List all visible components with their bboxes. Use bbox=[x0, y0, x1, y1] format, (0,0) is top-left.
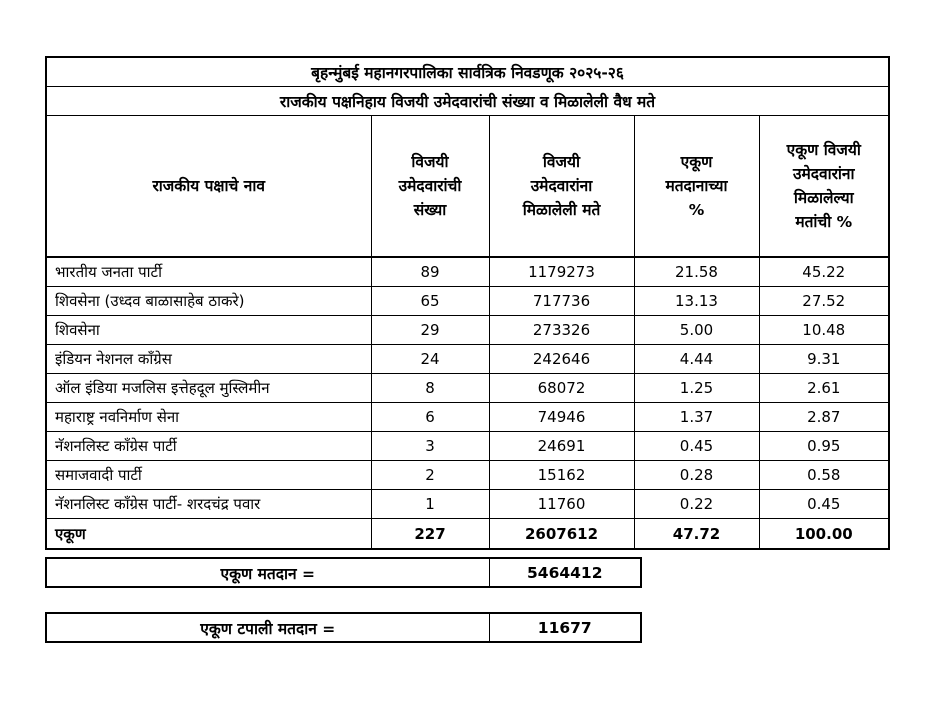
pct-total-cell: 13.13 bbox=[633, 286, 760, 316]
pct-win-cell: 2.87 bbox=[758, 402, 890, 432]
party-cell: भारतीय जनता पार्टी bbox=[45, 256, 372, 287]
votes-cell: 1179273 bbox=[488, 256, 635, 287]
votes-cell: 242646 bbox=[488, 344, 635, 374]
votes-cell: 717736 bbox=[488, 286, 635, 316]
table-row: ऑल इंडिया मजलिस इत्तेहदूल मुस्लिमीन 8 68… bbox=[45, 373, 890, 403]
pct-total-cell: 1.25 bbox=[633, 373, 760, 403]
seats-cell: 89 bbox=[370, 256, 490, 287]
total-votes-value: 5464412 bbox=[488, 557, 642, 588]
total-votes-cell: 2607612 bbox=[488, 518, 635, 550]
column-header-pct-win: एकूण विजयी उमेदवारांना मिळालेल्या मतांची… bbox=[758, 115, 890, 258]
table-row: समाजवादी पार्टी 2 15162 0.28 0.58 bbox=[45, 460, 890, 490]
total-pct-win-cell: 100.00 bbox=[758, 518, 890, 550]
votes-cell: 68072 bbox=[488, 373, 635, 403]
pct-total-cell: 4.44 bbox=[633, 344, 760, 374]
pct-total-cell: 0.22 bbox=[633, 489, 760, 519]
pct-total-cell: 0.45 bbox=[633, 431, 760, 461]
election-results-table: बृहन्मुंबई महानगरपालिका सार्वत्रिक निवडण… bbox=[45, 56, 891, 550]
table-row: भारतीय जनता पार्टी 89 1179273 21.58 45.2… bbox=[45, 256, 890, 287]
postal-votes-summary-box: एकूण टपाली मतदान = 11677 bbox=[45, 612, 642, 643]
pct-win-cell: 0.45 bbox=[758, 489, 890, 519]
pct-total-cell: 21.58 bbox=[633, 256, 760, 287]
total-votes-label: एकूण मतदान = bbox=[45, 557, 490, 588]
party-cell: नॅशनलिस्ट काँग्रेस पार्टी bbox=[45, 431, 372, 461]
table-row: शिवसेना (उध्दव बाळासाहेब ठाकरे) 65 71773… bbox=[45, 286, 890, 316]
seats-cell: 3 bbox=[370, 431, 490, 461]
pct-win-cell: 9.31 bbox=[758, 344, 890, 374]
table-title-row: बृहन्मुंबई महानगरपालिका सार्वत्रिक निवडण… bbox=[45, 56, 890, 87]
column-header-pct-total: एकूण मतदानाच्या % bbox=[633, 115, 760, 258]
votes-cell: 74946 bbox=[488, 402, 635, 432]
seats-cell: 29 bbox=[370, 315, 490, 345]
votes-cell: 24691 bbox=[488, 431, 635, 461]
postal-votes-label: एकूण टपाली मतदान = bbox=[45, 612, 490, 643]
pct-win-cell: 45.22 bbox=[758, 256, 890, 287]
votes-cell: 273326 bbox=[488, 315, 635, 345]
seats-cell: 24 bbox=[370, 344, 490, 374]
table-total-row: एकूण 227 2607612 47.72 100.00 bbox=[45, 518, 890, 550]
votes-cell: 15162 bbox=[488, 460, 635, 490]
party-cell: ऑल इंडिया मजलिस इत्तेहदूल मुस्लिमीन bbox=[45, 373, 372, 403]
pct-total-cell: 5.00 bbox=[633, 315, 760, 345]
pct-win-cell: 0.95 bbox=[758, 431, 890, 461]
total-seats-cell: 227 bbox=[370, 518, 490, 550]
party-cell: नॅशनलिस्ट काँग्रेस पार्टी- शरदचंद्र पवार bbox=[45, 489, 372, 519]
postal-votes-value: 11677 bbox=[488, 612, 642, 643]
table-subtitle: राजकीय पक्षनिहाय विजयी उमेदवारांची संख्य… bbox=[45, 86, 890, 116]
seats-cell: 6 bbox=[370, 402, 490, 432]
table-title: बृहन्मुंबई महानगरपालिका सार्वत्रिक निवडण… bbox=[45, 56, 890, 87]
column-header-seats: विजयी उमेदवारांची संख्या bbox=[370, 115, 490, 258]
table-subtitle-row: राजकीय पक्षनिहाय विजयी उमेदवारांची संख्य… bbox=[45, 86, 890, 116]
party-cell: शिवसेना (उध्दव बाळासाहेब ठाकरे) bbox=[45, 286, 372, 316]
seats-cell: 8 bbox=[370, 373, 490, 403]
party-cell: महाराष्ट्र नवनिर्माण सेना bbox=[45, 402, 372, 432]
seats-cell: 1 bbox=[370, 489, 490, 519]
table-header-row: राजकीय पक्षाचे नाव विजयी उमेदवारांची संख… bbox=[45, 115, 890, 258]
party-cell: समाजवादी पार्टी bbox=[45, 460, 372, 490]
pct-win-cell: 10.48 bbox=[758, 315, 890, 345]
column-header-party: राजकीय पक्षाचे नाव bbox=[45, 115, 372, 258]
table-row: शिवसेना 29 273326 5.00 10.48 bbox=[45, 315, 890, 345]
total-votes-summary-box: एकूण मतदान = 5464412 bbox=[45, 557, 642, 588]
summary-row: एकूण मतदान = 5464412 bbox=[45, 557, 642, 588]
seats-cell: 2 bbox=[370, 460, 490, 490]
party-cell: शिवसेना bbox=[45, 315, 372, 345]
pct-win-cell: 27.52 bbox=[758, 286, 890, 316]
party-cell: इंडियन नेशनल काँग्रेस bbox=[45, 344, 372, 374]
pct-win-cell: 2.61 bbox=[758, 373, 890, 403]
pct-win-cell: 0.58 bbox=[758, 460, 890, 490]
table-row: महाराष्ट्र नवनिर्माण सेना 6 74946 1.37 2… bbox=[45, 402, 890, 432]
table-row: इंडियन नेशनल काँग्रेस 24 242646 4.44 9.3… bbox=[45, 344, 890, 374]
table-row: नॅशनलिस्ट काँग्रेस पार्टी- शरदचंद्र पवार… bbox=[45, 489, 890, 519]
total-pct-total-cell: 47.72 bbox=[633, 518, 760, 550]
votes-cell: 11760 bbox=[488, 489, 635, 519]
total-label-cell: एकूण bbox=[45, 518, 372, 550]
column-header-votes: विजयी उमेदवारांना मिळालेली मते bbox=[488, 115, 635, 258]
seats-cell: 65 bbox=[370, 286, 490, 316]
pct-total-cell: 0.28 bbox=[633, 460, 760, 490]
pct-total-cell: 1.37 bbox=[633, 402, 760, 432]
summary-row: एकूण टपाली मतदान = 11677 bbox=[45, 612, 642, 643]
table-row: नॅशनलिस्ट काँग्रेस पार्टी 3 24691 0.45 0… bbox=[45, 431, 890, 461]
